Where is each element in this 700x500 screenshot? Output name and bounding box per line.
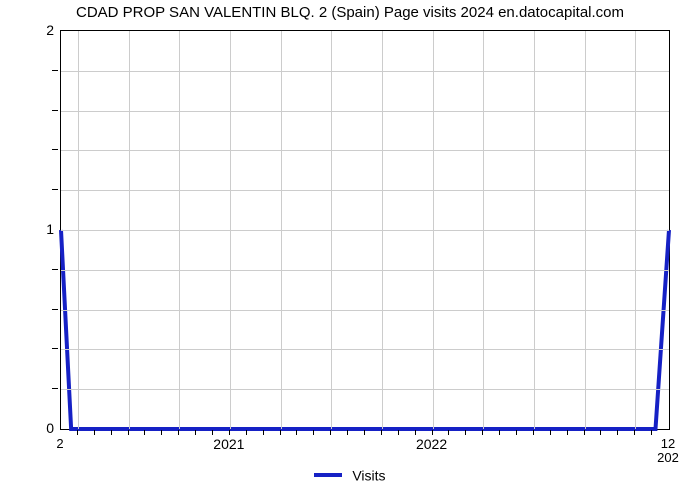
gridline-horizontal (61, 230, 669, 231)
legend-swatch (314, 473, 342, 477)
gridline-horizontal (61, 389, 669, 390)
series-line (61, 230, 669, 429)
gridline-horizontal (61, 310, 669, 311)
y-tick-label: 1 (46, 221, 54, 237)
gridline-horizontal (61, 71, 669, 72)
y-minor-tick (52, 269, 58, 270)
x-minor-tick (448, 430, 449, 435)
y-minor-tick (52, 309, 58, 310)
x-minor-tick (178, 430, 179, 435)
x-minor-tick (161, 430, 162, 435)
x-tick-label: 2021 (213, 436, 244, 452)
x-minor-tick (465, 430, 466, 435)
y-minor-tick (52, 110, 58, 111)
x-minor-tick (229, 430, 230, 435)
x-minor-tick (516, 430, 517, 435)
legend: Visits (0, 466, 700, 483)
x-minor-tick (381, 430, 382, 435)
x-secondary-label: 12 (661, 436, 675, 451)
x-minor-tick (347, 430, 348, 435)
gridline-horizontal (61, 190, 669, 191)
x-minor-tick (246, 430, 247, 435)
x-minor-tick (296, 430, 297, 435)
x-tick-label: 2022 (416, 436, 447, 452)
x-minor-tick (617, 430, 618, 435)
x-minor-tick (94, 430, 95, 435)
x-secondary-label: 202 (657, 450, 679, 465)
x-minor-tick (550, 430, 551, 435)
x-minor-tick (195, 430, 196, 435)
x-minor-tick (567, 430, 568, 435)
plot-area (60, 30, 670, 430)
y-tick-label: 2 (46, 22, 54, 38)
x-minor-tick (482, 430, 483, 435)
x-minor-tick (584, 430, 585, 435)
x-minor-tick (77, 430, 78, 435)
x-minor-tick (128, 430, 129, 435)
x-secondary-label: 2 (56, 436, 63, 451)
y-minor-tick (52, 348, 58, 349)
x-minor-tick (432, 430, 433, 435)
chart-title: CDAD PROP SAN VALENTIN BLQ. 2 (Spain) Pa… (0, 4, 700, 21)
x-minor-tick (144, 430, 145, 435)
gridline-horizontal (61, 270, 669, 271)
gridline-horizontal (61, 150, 669, 151)
y-minor-tick (52, 149, 58, 150)
x-minor-tick (280, 430, 281, 435)
chart-container: CDAD PROP SAN VALENTIN BLQ. 2 (Spain) Pa… (0, 0, 700, 500)
x-minor-tick (263, 430, 264, 435)
y-minor-tick (52, 70, 58, 71)
x-minor-tick (364, 430, 365, 435)
y-minor-tick (52, 189, 58, 190)
x-minor-tick (212, 430, 213, 435)
x-minor-tick (111, 430, 112, 435)
y-minor-tick (52, 388, 58, 389)
x-minor-tick (634, 430, 635, 435)
x-minor-tick (600, 430, 601, 435)
x-minor-tick (415, 430, 416, 435)
x-minor-tick (313, 430, 314, 435)
legend-label: Visits (352, 467, 385, 483)
gridline-horizontal (61, 111, 669, 112)
x-minor-tick (533, 430, 534, 435)
x-minor-tick (651, 430, 652, 435)
x-minor-tick (499, 430, 500, 435)
x-minor-tick (398, 430, 399, 435)
y-tick-label: 0 (46, 420, 54, 436)
x-minor-tick (330, 430, 331, 435)
gridline-horizontal (61, 349, 669, 350)
